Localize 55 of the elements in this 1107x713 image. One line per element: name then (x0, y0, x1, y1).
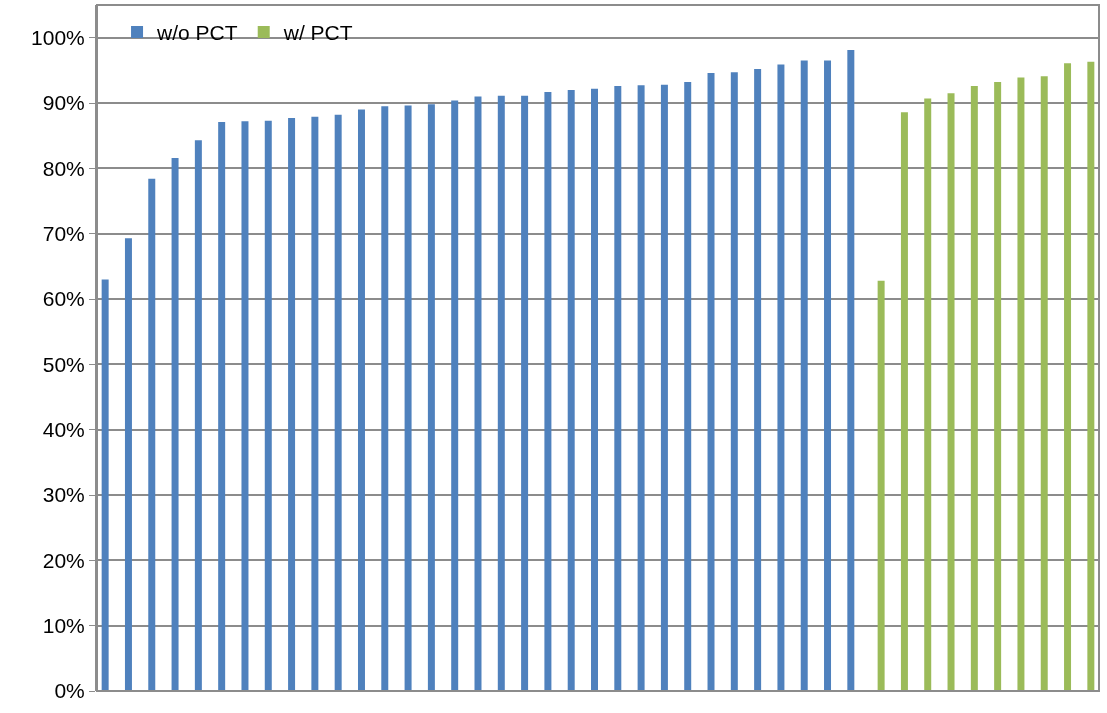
bar (591, 88, 598, 691)
bar (754, 69, 762, 691)
bar (241, 121, 249, 691)
bar (427, 104, 435, 691)
bar (451, 100, 459, 691)
bar (947, 93, 955, 691)
bar (730, 72, 738, 691)
bar (847, 50, 855, 691)
bar (777, 64, 785, 691)
bar (124, 238, 132, 691)
legend-label: w/ PCT (282, 21, 353, 45)
bar (660, 84, 668, 691)
bar (994, 82, 1002, 691)
bar (707, 72, 715, 691)
y-tick-label: 70% (42, 222, 85, 246)
y-tick-label: 40% (42, 418, 85, 442)
bar (924, 98, 932, 691)
bar (614, 86, 622, 691)
bar (218, 121, 226, 691)
bar (1040, 76, 1048, 691)
bar (381, 106, 389, 691)
y-tick-label: 30% (42, 483, 85, 507)
bar (637, 85, 645, 691)
bar (567, 89, 575, 691)
bar (1017, 77, 1025, 691)
bar (1064, 63, 1072, 691)
bar (334, 114, 342, 691)
bar (148, 178, 156, 691)
bar (970, 86, 978, 691)
y-tick-label: 0% (54, 679, 85, 703)
y-tick-label: 10% (42, 614, 85, 638)
bar (311, 116, 319, 691)
bar (264, 120, 272, 691)
bar (521, 95, 529, 691)
y-tick-label: 60% (42, 287, 85, 311)
bar (1087, 61, 1095, 691)
y-tick-label: 50% (42, 352, 85, 376)
bar (877, 280, 885, 691)
bar (404, 105, 412, 691)
bar (357, 109, 365, 691)
y-tick-label: 80% (42, 156, 85, 180)
bar (101, 279, 109, 691)
y-tick-label: 90% (42, 91, 85, 115)
bar (800, 60, 808, 691)
bar (544, 91, 552, 691)
bar (824, 60, 832, 691)
bar (171, 157, 179, 691)
bar (497, 95, 505, 691)
y-tick-label: 100% (31, 26, 85, 50)
bar (288, 118, 296, 691)
bar (684, 82, 692, 691)
bar (900, 112, 908, 691)
y-tick-label: 20% (42, 548, 85, 572)
bar (194, 140, 202, 691)
legend-label: w/o PCT (156, 21, 238, 45)
